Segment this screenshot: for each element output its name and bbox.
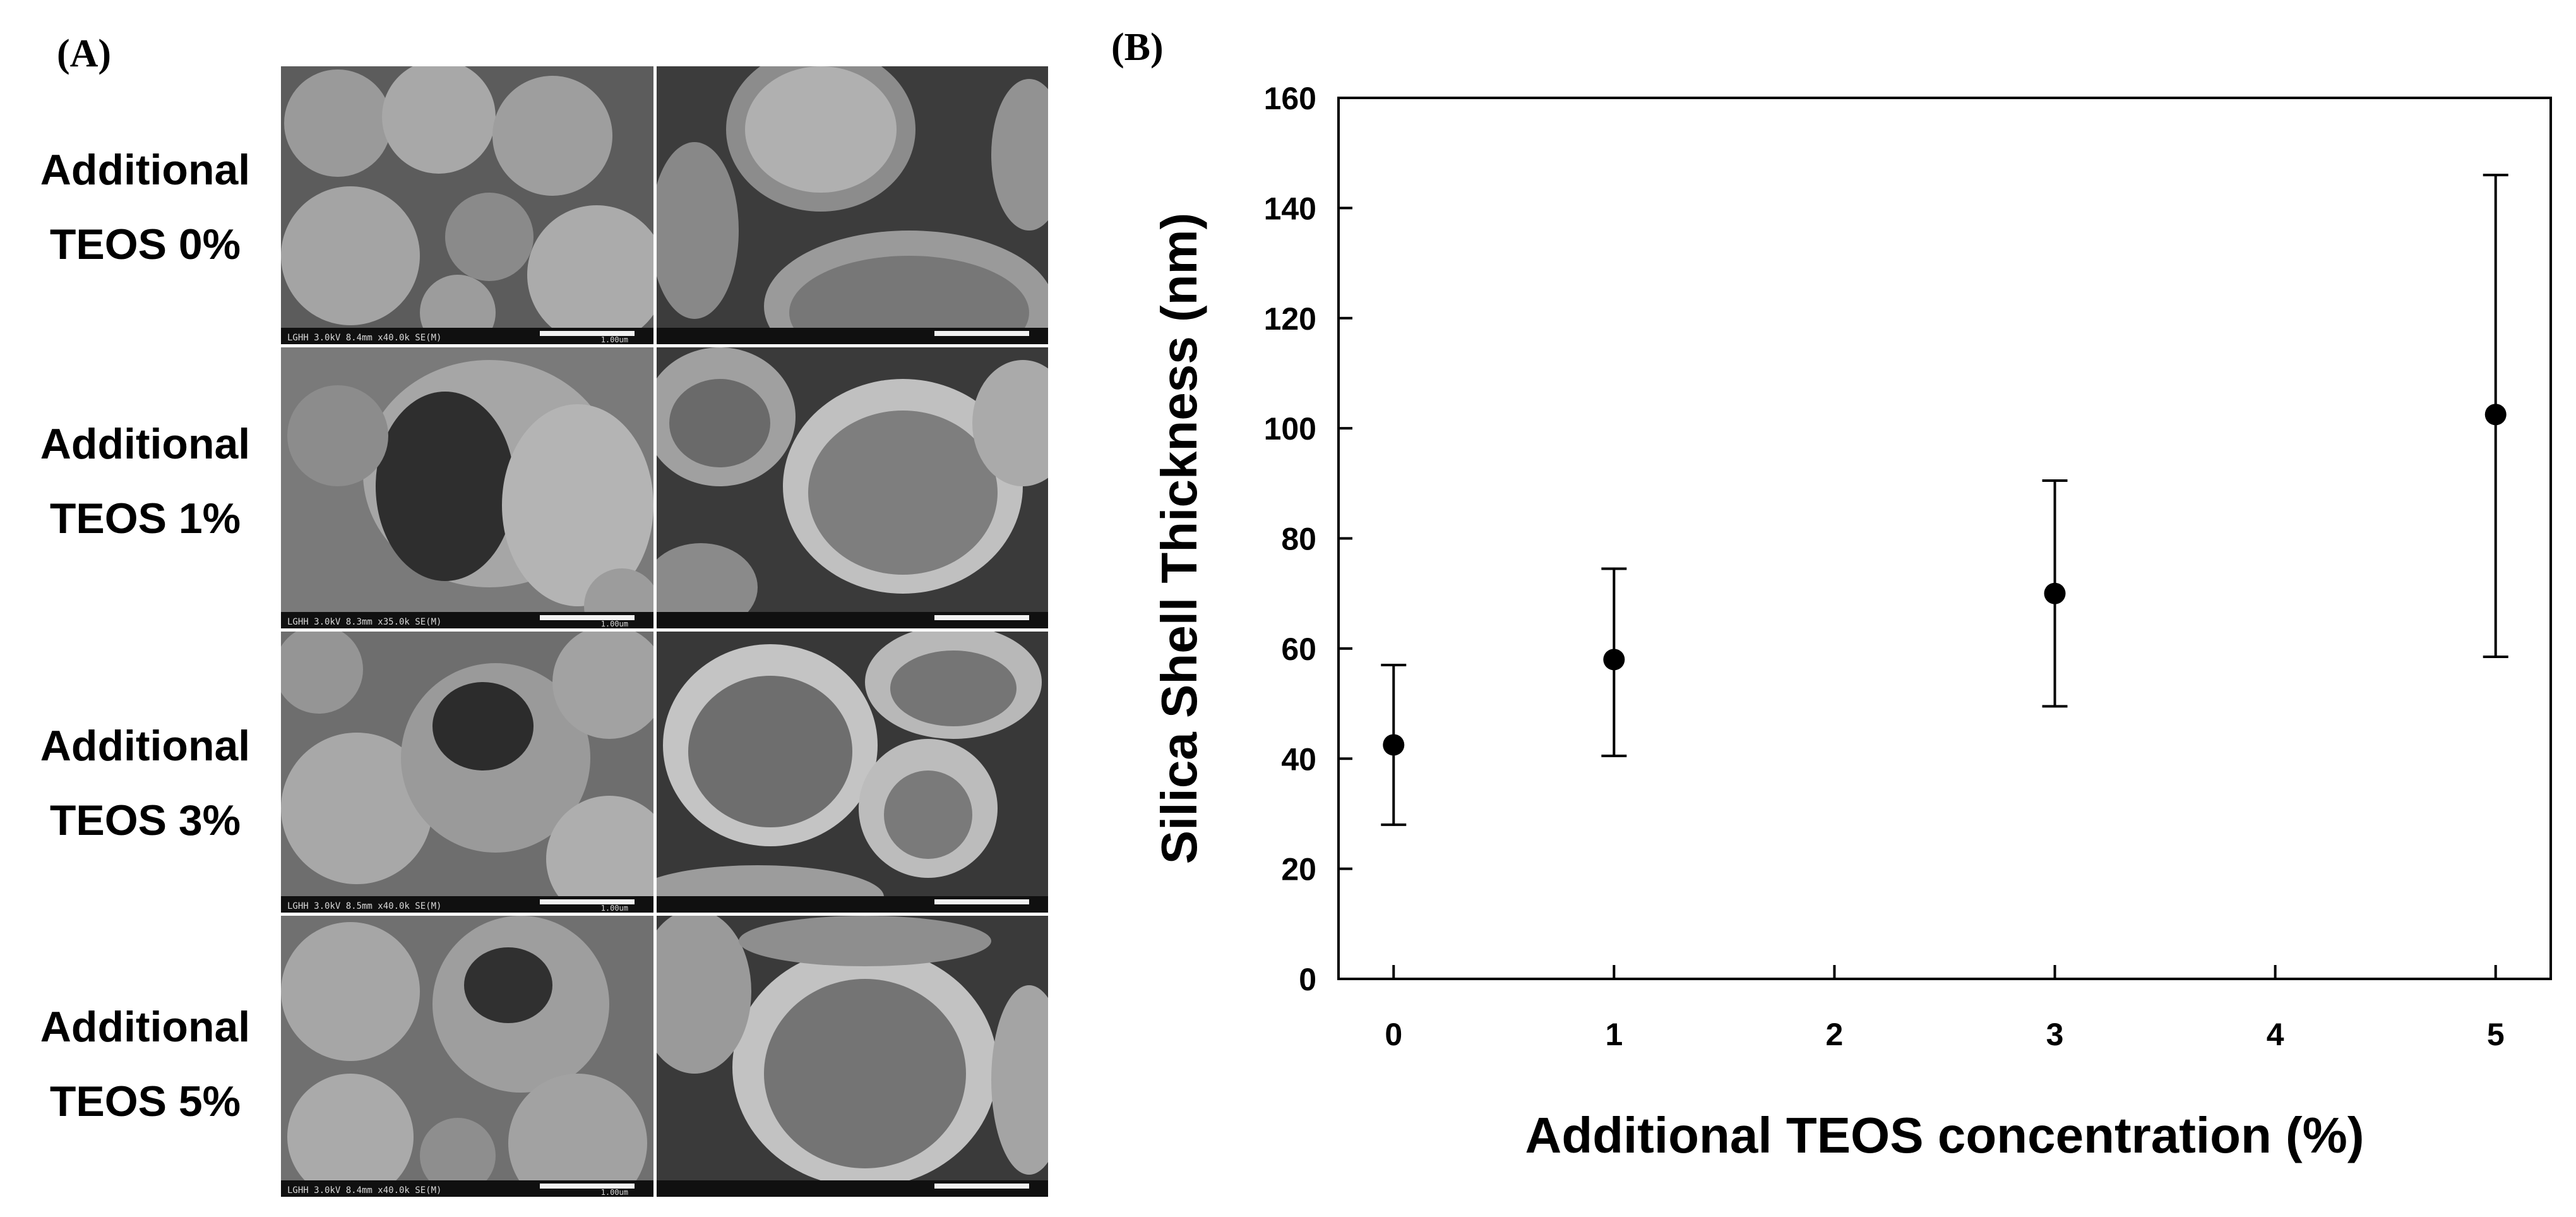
data-point bbox=[2484, 404, 2507, 426]
sem-image-teos-5-right bbox=[657, 916, 1048, 1197]
sem-image-teos-5-left: LGHH 3.0kV 8.4mm x40.0k SE(M) 1.00um bbox=[281, 916, 653, 1197]
scatter-chart: 0 20 40 60 80 100 120 140 160 0 1 2 3 4 5 Additional TE… bbox=[1151, 81, 2552, 1163]
y-tick-label: 20 bbox=[1281, 852, 1316, 887]
y-tick-label: 100 bbox=[1264, 411, 1316, 447]
row-label-teos-3: Additional TEOS 3% bbox=[25, 709, 265, 858]
row-label-line1: Additional bbox=[40, 722, 251, 770]
scale-bar-label: 1.00um bbox=[600, 620, 628, 628]
data-point bbox=[1603, 649, 1625, 671]
x-tick-label: 5 bbox=[2487, 1017, 2505, 1052]
x-axis-label: Additional TEOS concentration (%) bbox=[1525, 1107, 2364, 1163]
sem-image-teos-1-right bbox=[657, 347, 1048, 628]
sem-info-bar bbox=[657, 328, 1048, 344]
y-tick-label: 60 bbox=[1281, 632, 1316, 667]
scale-bar bbox=[934, 1184, 1029, 1189]
sem-info-bar bbox=[657, 612, 1048, 628]
data-point bbox=[1383, 734, 1405, 756]
y-tick-label: 120 bbox=[1264, 301, 1316, 337]
sem-image-teos-0-right bbox=[657, 66, 1048, 344]
sem-info-text: LGHH 3.0kV 8.4mm x40.0k SE(M) bbox=[287, 1185, 442, 1196]
scale-bar bbox=[934, 615, 1029, 620]
data-point bbox=[2044, 582, 2066, 604]
y-tick-label: 40 bbox=[1281, 741, 1316, 777]
sem-image-teos-3-right bbox=[657, 632, 1048, 913]
sem-info-bar: LGHH 3.0kV 8.3mm x35.0k SE(M) 1.00um bbox=[281, 612, 653, 628]
row-label-line1: Additional bbox=[40, 420, 251, 468]
y-tick-label: 80 bbox=[1281, 522, 1316, 557]
row-label-teos-5: Additional TEOS 5% bbox=[25, 990, 265, 1139]
row-label-line1: Additional bbox=[40, 1003, 251, 1051]
scale-bar bbox=[540, 615, 635, 620]
panel-b-label: (B) bbox=[1111, 26, 1164, 69]
x-tick-label: 2 bbox=[1826, 1017, 1844, 1052]
scale-bar bbox=[540, 1184, 635, 1189]
scale-bar-label: 1.00um bbox=[600, 1188, 628, 1197]
x-tick-label: 4 bbox=[2267, 1017, 2284, 1052]
sem-image-teos-3-left: LGHH 3.0kV 8.5mm x40.0k SE(M) 1.00um bbox=[281, 632, 653, 913]
scale-bar-label: 1.00um bbox=[600, 904, 628, 913]
sem-info-bar: LGHH 3.0kV 8.5mm x40.0k SE(M) 1.00um bbox=[281, 896, 653, 913]
row-label-teos-0: Additional TEOS 0% bbox=[25, 133, 265, 282]
scale-bar bbox=[540, 899, 635, 904]
x-tick-label: 1 bbox=[1605, 1017, 1623, 1052]
row-label-line2: TEOS 5% bbox=[49, 1077, 241, 1125]
y-tick-label: 160 bbox=[1264, 81, 1316, 116]
sem-image-teos-1-left: LGHH 3.0kV 8.3mm x35.0k SE(M) 1.00um bbox=[281, 347, 653, 628]
y-tick-label: 140 bbox=[1264, 191, 1316, 226]
sem-info-bar: LGHH 3.0kV 8.4mm x40.0k SE(M) 1.00um bbox=[281, 328, 653, 344]
panel-a-label: (A) bbox=[57, 32, 112, 75]
x-tick-label: 3 bbox=[2046, 1017, 2064, 1052]
sem-image-teos-0-left: LGHH 3.0kV 8.4mm x40.0k SE(M) 1.00um bbox=[281, 66, 653, 344]
sem-info-text: LGHH 3.0kV 8.3mm x35.0k SE(M) bbox=[287, 617, 442, 627]
sem-info-bar: LGHH 3.0kV 8.4mm x40.0k SE(M) 1.00um bbox=[281, 1180, 653, 1197]
y-axis-label: Silica Shell Thickness (nm) bbox=[1151, 213, 1207, 864]
scale-bar bbox=[540, 331, 635, 336]
row-label-line2: TEOS 0% bbox=[49, 220, 241, 268]
sem-info-bar bbox=[657, 896, 1048, 913]
scale-bar-label: 1.00um bbox=[600, 335, 628, 344]
x-tick-label: 0 bbox=[1385, 1017, 1402, 1052]
sem-info-text: LGHH 3.0kV 8.4mm x40.0k SE(M) bbox=[287, 333, 442, 343]
plot-frame bbox=[1337, 97, 2552, 980]
scale-bar bbox=[934, 899, 1029, 904]
scale-bar bbox=[934, 331, 1029, 336]
row-label-line2: TEOS 1% bbox=[49, 495, 241, 543]
sem-info-text: LGHH 3.0kV 8.5mm x40.0k SE(M) bbox=[287, 901, 442, 911]
sem-info-bar bbox=[657, 1180, 1048, 1197]
row-label-line2: TEOS 3% bbox=[49, 796, 241, 844]
row-label-teos-1: Additional TEOS 1% bbox=[25, 407, 265, 556]
y-tick-label: 0 bbox=[1299, 962, 1316, 997]
row-label-line1: Additional bbox=[40, 146, 251, 194]
